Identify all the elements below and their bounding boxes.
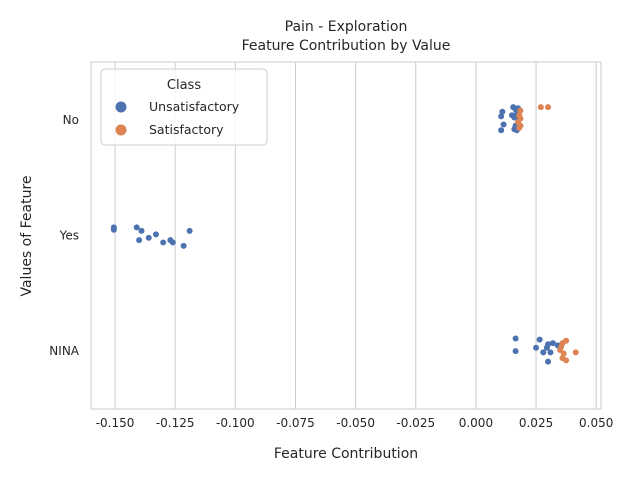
chart-title-line1: Pain - Exploration <box>285 19 408 35</box>
point-unsatisfactory <box>536 336 543 343</box>
point-unsatisfactory <box>498 127 505 134</box>
point-unsatisfactory <box>543 344 550 351</box>
x-tick-label: -0.150 <box>96 416 135 430</box>
x-tick-label: -0.100 <box>216 416 255 430</box>
point-satisfactory <box>516 124 523 131</box>
legend-title: Class <box>167 78 201 93</box>
chart-title-line2: Feature Contribution by Value <box>242 38 451 54</box>
point-unsatisfactory <box>540 349 547 356</box>
point-unsatisfactory <box>152 231 159 238</box>
point-unsatisfactory <box>498 113 505 120</box>
point-unsatisfactory <box>512 335 519 342</box>
point-unsatisfactory <box>133 224 140 231</box>
data-points <box>110 104 579 365</box>
point-unsatisfactory <box>136 237 143 244</box>
point-unsatisfactory <box>533 344 540 351</box>
point-satisfactory <box>572 349 579 356</box>
plot-frame <box>90 61 602 410</box>
legend-box <box>100 68 268 146</box>
x-axis-label: Feature Contribution <box>274 446 418 462</box>
legend: Class Unsatisfactory Satisfactory <box>100 68 268 146</box>
point-unsatisfactory <box>169 239 176 246</box>
point-satisfactory <box>563 357 570 364</box>
point-unsatisfactory <box>180 242 187 249</box>
point-satisfactory <box>537 104 544 111</box>
point-unsatisfactory <box>549 340 556 347</box>
x-tick-label: -0.125 <box>156 416 195 430</box>
point-unsatisfactory <box>110 226 117 233</box>
x-tick-label: -0.050 <box>336 416 375 430</box>
point-unsatisfactory <box>145 234 152 241</box>
legend-marker-satisfactory <box>115 124 127 136</box>
point-satisfactory <box>545 104 552 111</box>
x-tick-label: 0.025 <box>519 416 553 430</box>
point-unsatisfactory <box>545 358 552 365</box>
point-unsatisfactory <box>500 121 507 128</box>
x-tick-label: 0.050 <box>579 416 613 430</box>
x-tick-label: 0.000 <box>459 416 493 430</box>
legend-marker-unsatisfactory <box>115 101 127 113</box>
point-unsatisfactory <box>547 349 554 356</box>
y-tick-label: Yes <box>59 229 79 243</box>
point-unsatisfactory <box>186 227 193 234</box>
y-tick-label: NINA <box>49 344 79 358</box>
point-unsatisfactory <box>138 227 145 234</box>
y-tick-labels: No Yes NINA <box>49 113 79 358</box>
x-tick-label: -0.025 <box>396 416 435 430</box>
x-tick-labels: -0.150 -0.125 -0.100 -0.075 -0.050 -0.025 0.00… <box>96 416 614 430</box>
point-unsatisfactory <box>499 108 506 115</box>
legend-label-satisfactory: Satisfactory <box>149 122 224 137</box>
x-tick-label: -0.075 <box>276 416 315 430</box>
legend-label-unsatisfactory: Unsatisfactory <box>149 99 240 114</box>
point-satisfactory <box>560 350 567 357</box>
y-tick-label: No <box>63 113 79 127</box>
point-satisfactory <box>517 107 524 114</box>
point-unsatisfactory <box>512 348 519 355</box>
point-unsatisfactory <box>160 239 167 246</box>
y-axis-label: Values of Feature <box>19 175 35 296</box>
